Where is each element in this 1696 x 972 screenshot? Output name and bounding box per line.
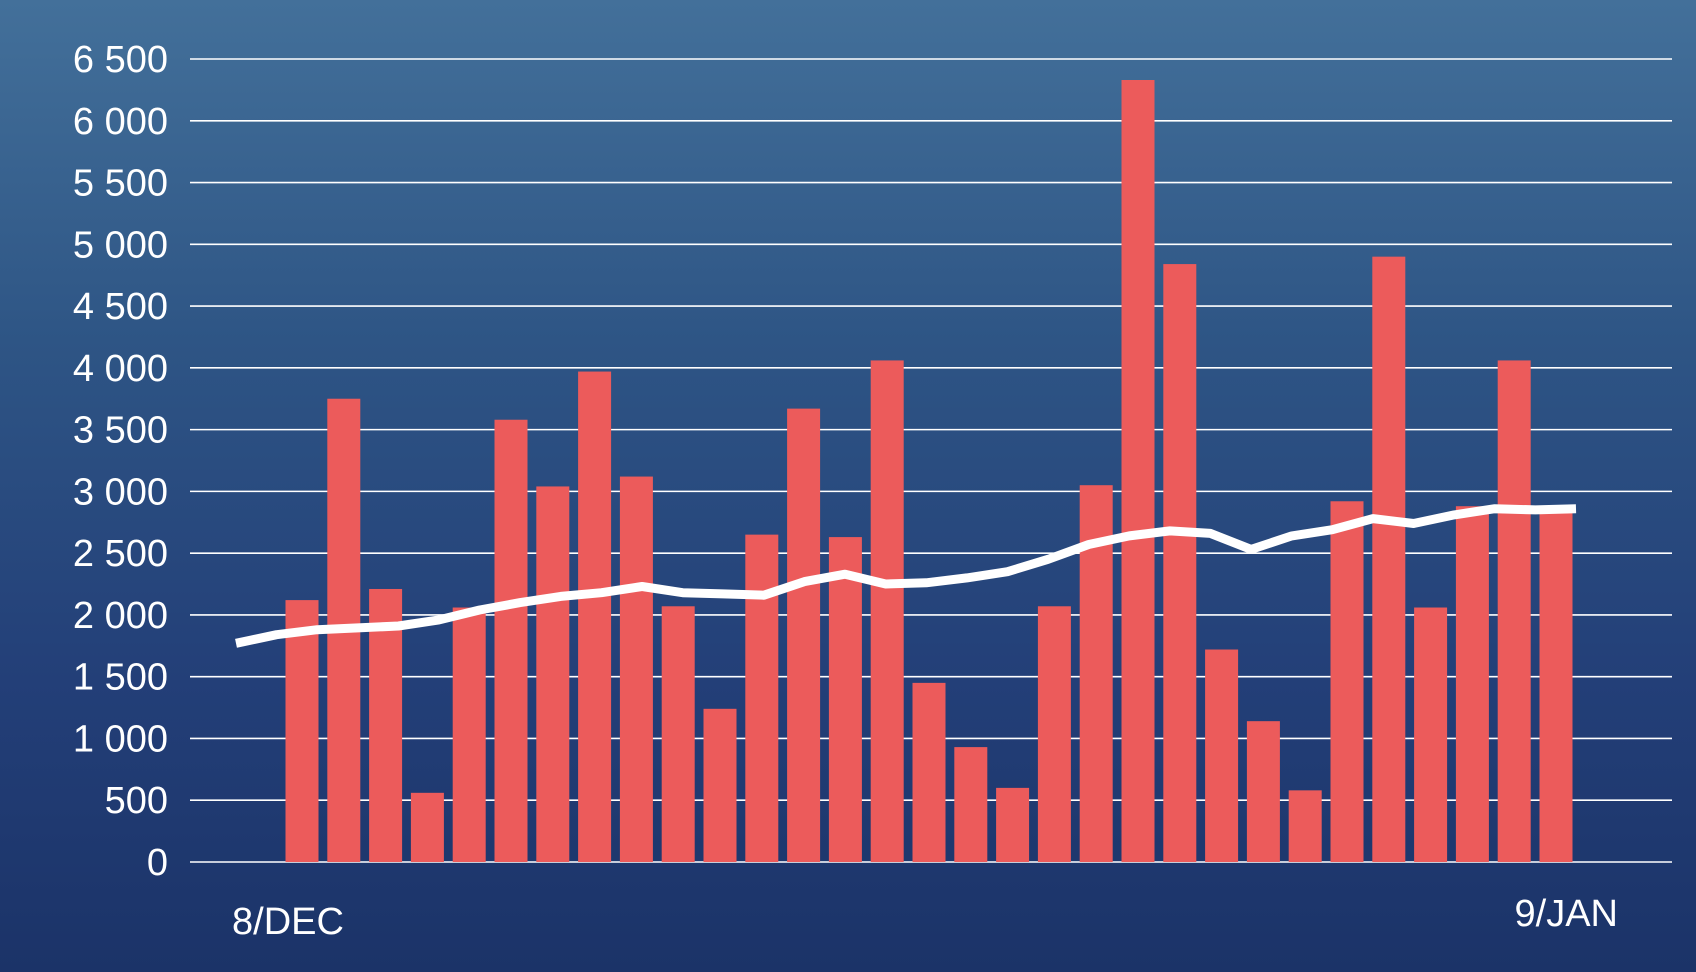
y-tick-label: 0 [147,842,168,884]
bar [1414,607,1448,862]
bar [1121,80,1155,863]
y-tick-label: 2 000 [73,595,168,637]
bar [1205,649,1239,862]
bar [494,419,528,862]
bar [703,708,737,862]
y-tick-label: 5 000 [73,224,168,266]
y-tick-label: 3 000 [73,471,168,513]
bar [1539,506,1573,862]
x-tick-label-end: 9/JAN [1515,893,1618,935]
bar [745,534,779,862]
y-tick-label: 6 500 [73,39,168,81]
bar [1372,256,1406,863]
bar [410,792,444,862]
bar [452,607,486,862]
bar [1497,360,1531,862]
y-tick-label: 3 500 [73,410,168,452]
y-tick-label: 4 000 [73,348,168,390]
y-tick-label: 1 500 [73,657,168,699]
y-tick-label: 1 000 [73,718,168,760]
bar [1037,606,1071,862]
bar [1163,264,1197,862]
y-tick-label: 6 000 [73,101,168,143]
bar [578,371,612,862]
bar [787,408,821,862]
bar [536,486,570,862]
bar [661,606,695,862]
bar [369,588,403,862]
y-tick-label: 2 500 [73,533,168,575]
gridlines [190,58,1672,863]
bar [954,747,988,862]
y-tick-label: 500 [105,780,168,822]
bar [1246,721,1280,862]
x-tick-label-start: 8/DEC [232,901,344,943]
bar-series [285,80,1573,863]
bar [285,600,319,862]
bar [870,360,904,862]
bar [1455,506,1489,862]
bar [619,476,653,862]
y-axis-tick-labels: 0 500 1 000 1 500 2 000 2 500 3 000 3 500 4 000 4… [73,39,168,884]
y-tick-label: 4 500 [73,286,168,328]
y-tick-label: 5 500 [73,163,168,205]
bar [828,537,862,862]
moving-average-series [235,504,1577,648]
bar [912,682,946,862]
bar [996,787,1030,862]
average-line [235,504,1577,648]
bar [1288,790,1322,862]
bar [1330,501,1364,862]
